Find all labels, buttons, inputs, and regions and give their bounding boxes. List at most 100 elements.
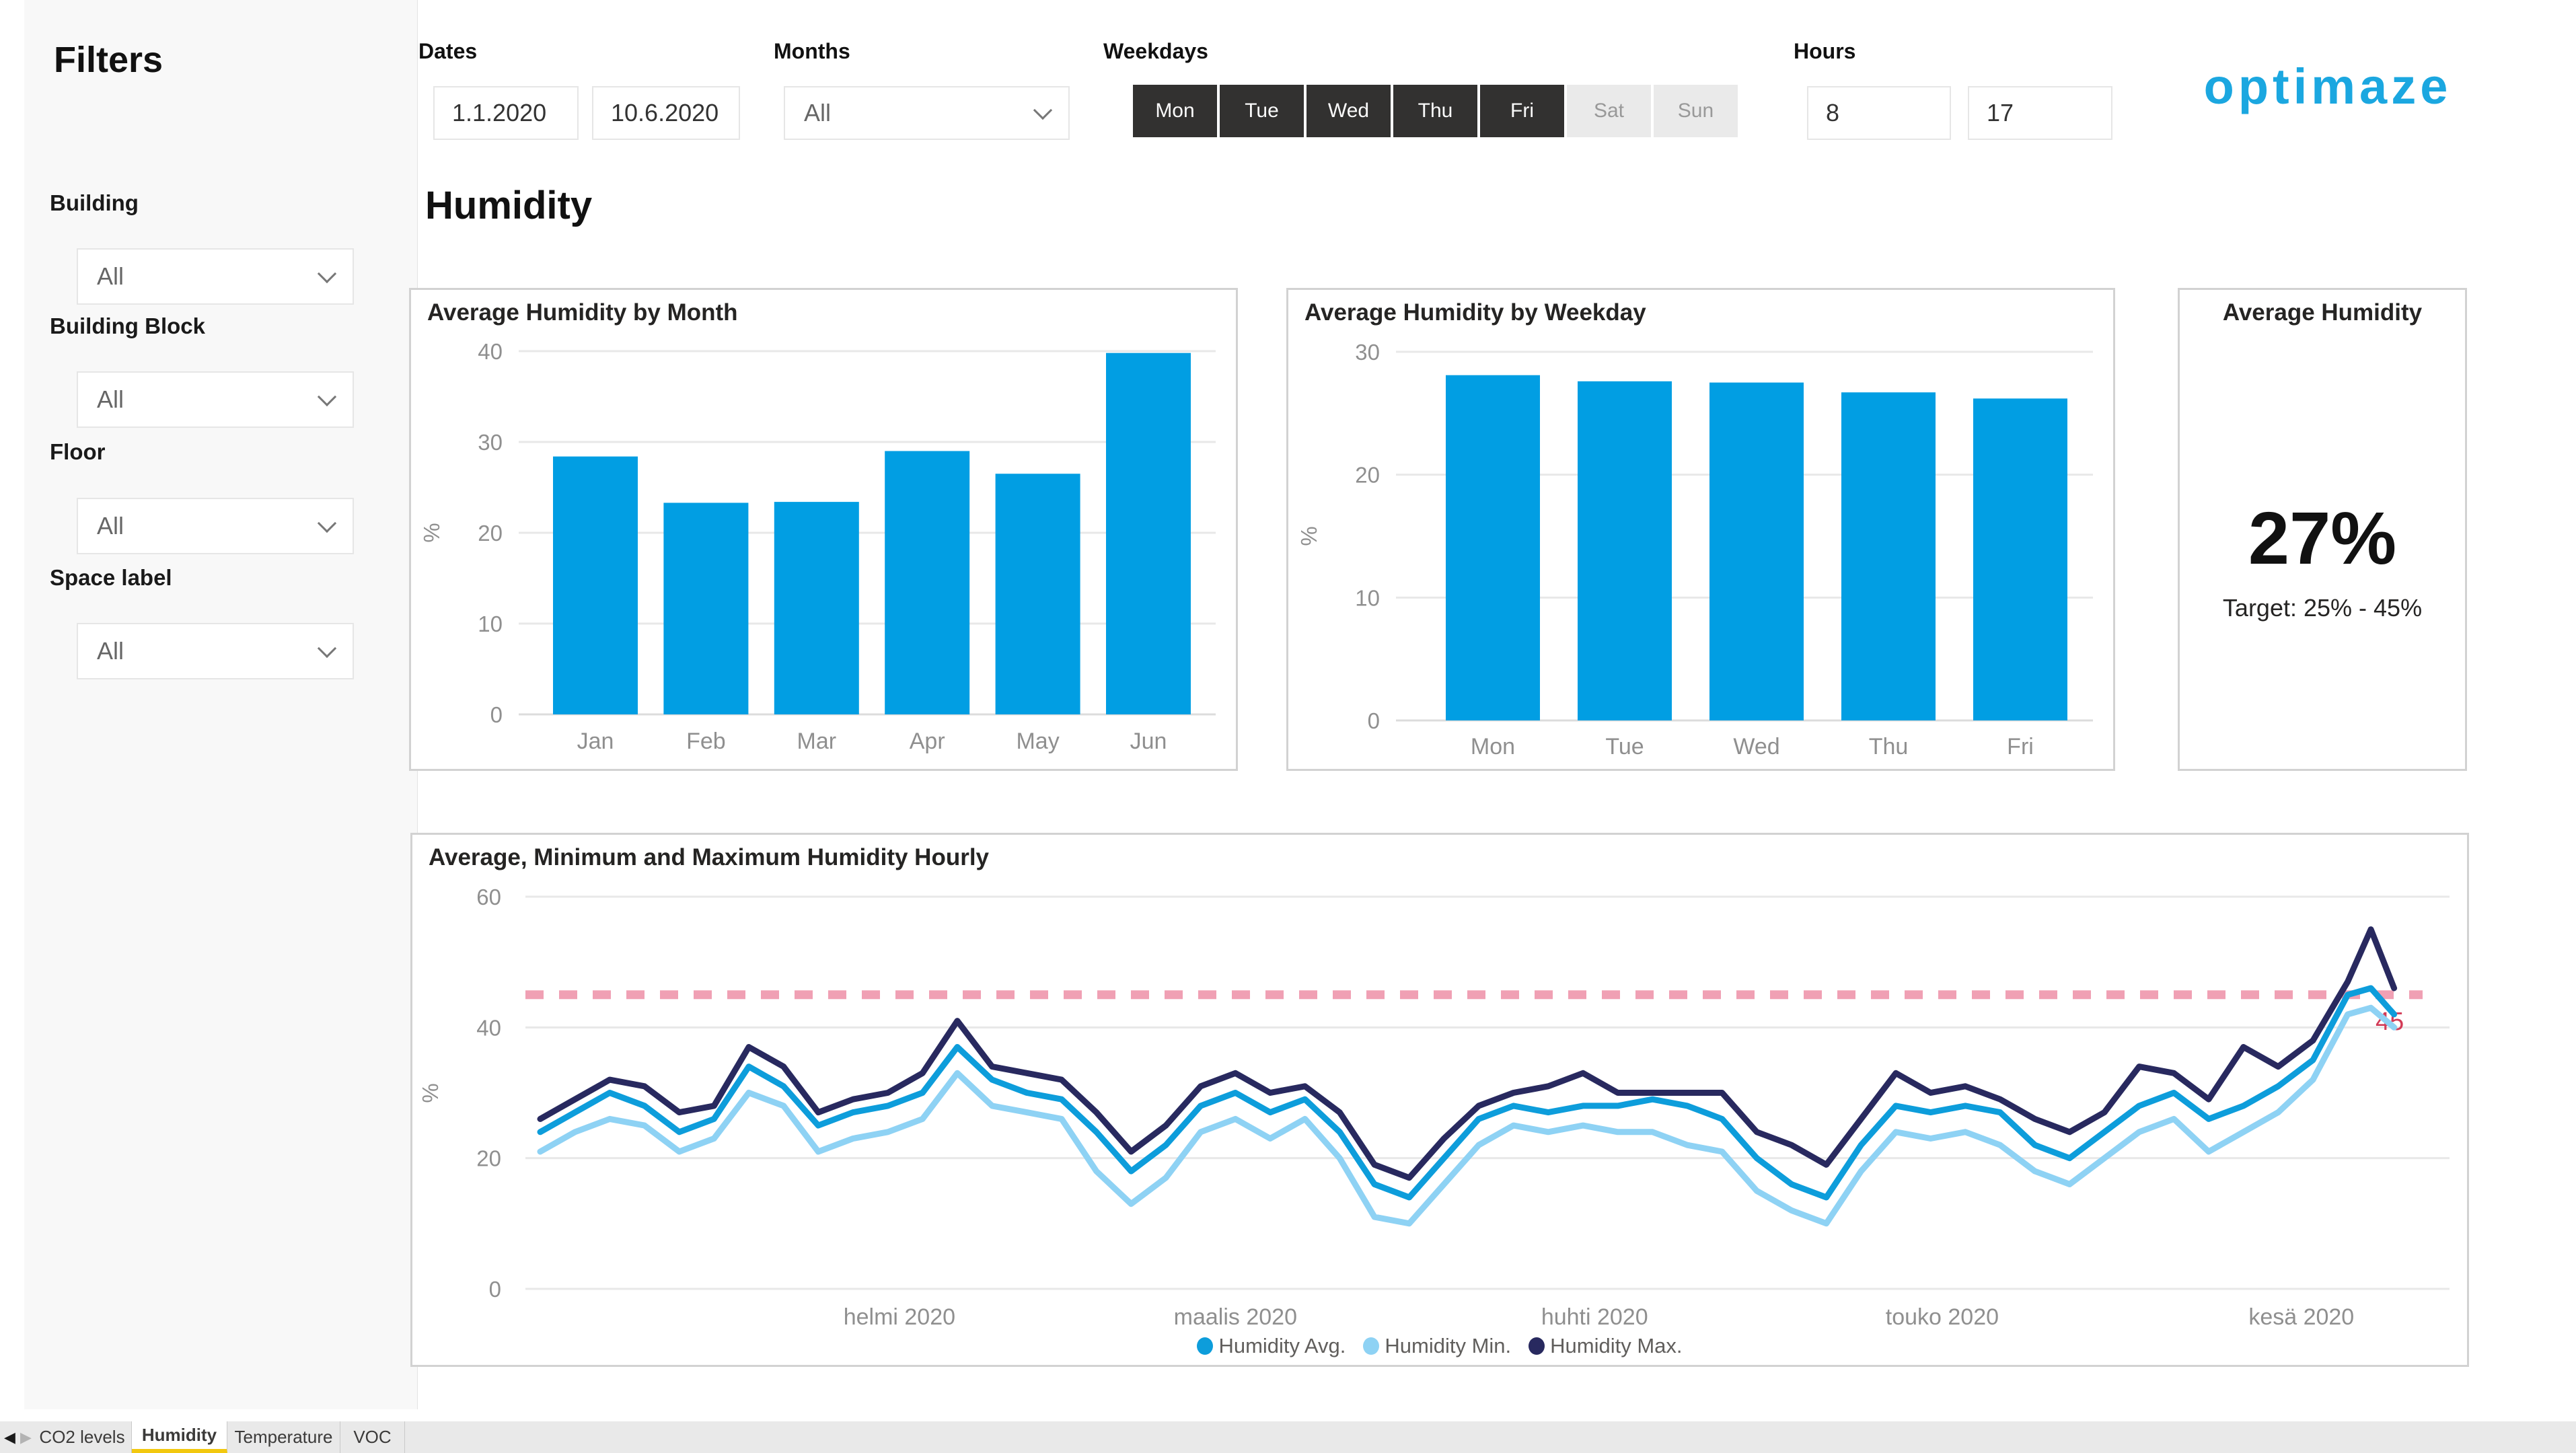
svg-text:maalis 2020: maalis 2020	[1174, 1304, 1297, 1330]
month-chart-card: Average Humidity by Month 0 10 20 30 40% Jan F…	[409, 288, 1238, 771]
kpi-target: Target: 25% - 45%	[2222, 594, 2423, 622]
legend-item: Humidity Avg.	[1197, 1334, 1346, 1358]
svg-text:Feb: Feb	[686, 729, 726, 754]
weekday-button-wed[interactable]: Wed	[1307, 85, 1391, 137]
svg-text:Mar: Mar	[797, 729, 837, 754]
page-title: Humidity	[425, 184, 593, 227]
filters-title: Filters	[54, 40, 163, 80]
filter-sidebar	[24, 0, 418, 1409]
hourly-chart-title: Average, Minimum and Maximum Humidity Ho…	[429, 844, 990, 870]
legend-dot-icon	[1529, 1337, 1545, 1355]
svg-text:Apr: Apr	[910, 729, 945, 754]
svg-text:30: 30	[478, 430, 503, 455]
weekday-button-tue[interactable]: Tue	[1220, 85, 1304, 137]
months-dropdown-value: All	[804, 99, 832, 126]
hourly-chart-legend: Humidity Avg. Humidity Min. Humidity Max.	[412, 1334, 2467, 1358]
hourly-chart-card: Average, Minimum and Maximum Humidity Ho…	[410, 833, 2469, 1367]
svg-text:0: 0	[490, 702, 503, 727]
chevron-down-icon	[1033, 100, 1053, 120]
tab-co2-levels[interactable]: CO2 levels	[33, 1421, 132, 1453]
svg-text:30: 30	[1355, 340, 1380, 365]
optimaze-logo: optimaze	[2203, 59, 2452, 114]
tab-nav-next-icon[interactable]: ▶	[20, 1428, 32, 1446]
chevron-down-icon	[317, 264, 337, 284]
svg-text:20: 20	[1355, 463, 1380, 488]
svg-text:%: %	[1296, 526, 1321, 546]
svg-text:Mon: Mon	[1471, 734, 1515, 759]
svg-text:10: 10	[478, 611, 503, 636]
kpi-title: Average Humidity	[2222, 299, 2423, 326]
svg-text:helmi 2020: helmi 2020	[844, 1304, 955, 1330]
space-label-label: Space label	[50, 565, 172, 590]
svg-text:%: %	[418, 1083, 443, 1103]
svg-text:0: 0	[1368, 708, 1380, 733]
floor-dropdown[interactable]: All	[77, 498, 354, 554]
chevron-down-icon	[317, 638, 337, 659]
building-block-label: Building Block	[50, 313, 205, 338]
legend-item: Humidity Min.	[1363, 1334, 1511, 1358]
floor-dropdown-value: All	[97, 512, 124, 539]
weekday-bar-chart[interactable]: 0 10 20 30% Mon Tue Wed Thu Fri	[1288, 290, 2113, 769]
svg-text:Jun: Jun	[1130, 729, 1167, 754]
building-dropdown[interactable]: All	[77, 248, 354, 305]
month-bar-chart[interactable]: 0 10 20 30 40% Jan Feb Mar Apr May Jun	[411, 290, 1236, 769]
weekday-toggle-group: Mon Tue Wed Thu Fri Sat Sun	[1133, 85, 1738, 137]
chevron-down-icon	[317, 513, 337, 533]
dates-label: Dates	[418, 39, 478, 63]
tab-voc[interactable]: VOC	[340, 1421, 405, 1453]
legend-label: Humidity Avg.	[1218, 1334, 1346, 1357]
weekday-chart-title: Average Humidity by Weekday	[1304, 299, 1646, 326]
building-block-dropdown-value: All	[97, 385, 124, 413]
weekday-button-fri[interactable]: Fri	[1480, 85, 1564, 137]
svg-text:Fri: Fri	[2007, 734, 2034, 759]
legend-dot-icon	[1363, 1337, 1380, 1355]
space-label-dropdown[interactable]: All	[77, 623, 354, 679]
building-dropdown-value: All	[97, 262, 124, 290]
date-start-input[interactable]: 1.1.2020	[433, 86, 579, 140]
svg-text:kesä 2020: kesä 2020	[2248, 1304, 2354, 1330]
weekdays-label: Weekdays	[1103, 39, 1208, 63]
svg-text:40: 40	[476, 1015, 501, 1040]
report-tab-bar: ◀ ▶ CO2 levels Humidity Temperature VOC	[0, 1421, 2576, 1453]
building-block-dropdown[interactable]: All	[77, 371, 354, 428]
legend-dot-icon	[1197, 1337, 1214, 1355]
legend-item: Humidity Max.	[1529, 1334, 1683, 1358]
building-label: Building	[50, 190, 139, 215]
svg-text:%: %	[419, 523, 444, 542]
svg-text:20: 20	[476, 1146, 501, 1171]
svg-text:20: 20	[478, 521, 503, 546]
svg-text:40: 40	[478, 339, 503, 364]
weekday-button-mon[interactable]: Mon	[1133, 85, 1217, 137]
months-dropdown[interactable]: All	[784, 86, 1070, 140]
svg-text:May: May	[1016, 729, 1059, 754]
svg-text:60: 60	[476, 885, 501, 909]
legend-label: Humidity Min.	[1385, 1334, 1512, 1357]
floor-label: Floor	[50, 439, 106, 464]
weekday-button-sat[interactable]: Sat	[1567, 85, 1651, 137]
kpi-card: Average Humidity 27% Target: 25% - 45%	[2178, 288, 2467, 771]
svg-text:Wed: Wed	[1733, 734, 1779, 759]
weekday-button-sun[interactable]: Sun	[1654, 85, 1738, 137]
svg-text:touko 2020: touko 2020	[1886, 1304, 1999, 1330]
chevron-down-icon	[317, 387, 337, 407]
tab-nav-prev-icon[interactable]: ◀	[4, 1428, 15, 1446]
svg-text:Thu: Thu	[1869, 734, 1909, 759]
weekday-button-thu[interactable]: Thu	[1393, 85, 1477, 137]
date-end-input[interactable]: 10.6.2020	[592, 86, 740, 140]
hours-start-input[interactable]: 8	[1807, 86, 1951, 140]
svg-text:huhti 2020: huhti 2020	[1541, 1304, 1648, 1330]
legend-label: Humidity Max.	[1550, 1334, 1683, 1357]
weekday-chart-card: Average Humidity by Weekday 0 10 20 30% Mon T…	[1286, 288, 2115, 771]
hours-end-input[interactable]: 17	[1968, 86, 2112, 140]
tab-temperature[interactable]: Temperature	[227, 1421, 340, 1453]
svg-text:Tue: Tue	[1605, 734, 1644, 759]
months-label: Months	[774, 39, 850, 63]
tab-humidity[interactable]: Humidity	[132, 1421, 227, 1453]
svg-text:0: 0	[489, 1277, 501, 1302]
hours-label: Hours	[1794, 39, 1856, 63]
svg-text:10: 10	[1355, 585, 1380, 610]
month-chart-title: Average Humidity by Month	[427, 299, 738, 326]
kpi-value: 27%	[2248, 497, 2397, 580]
